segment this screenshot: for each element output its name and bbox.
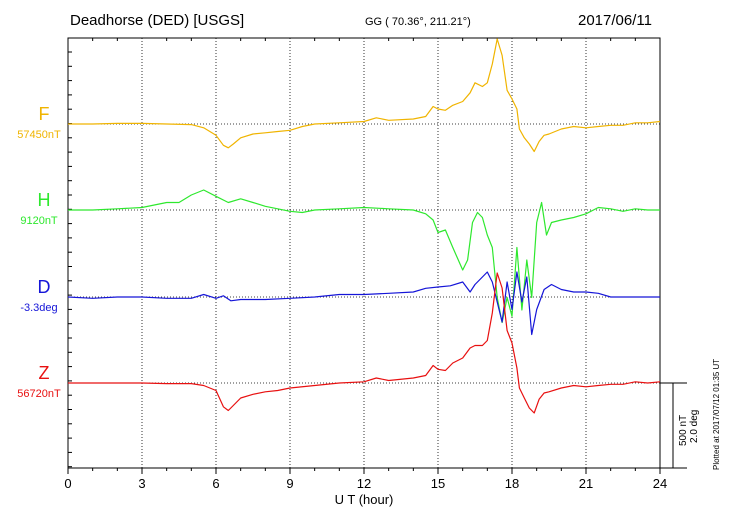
x-tick-label: 15 bbox=[431, 476, 445, 491]
x-tick-label: 9 bbox=[286, 476, 293, 491]
chart-date: 2017/06/11 bbox=[578, 12, 652, 29]
component-label-d: D bbox=[37, 277, 51, 297]
plot-frame bbox=[67, 37, 661, 469]
x-tick-label: 3 bbox=[138, 476, 145, 491]
x-tick-label: 18 bbox=[505, 476, 519, 491]
station-coordinates: GG ( 70.36°, 211.21°) bbox=[365, 16, 471, 28]
component-baseline-d: -3.3deg bbox=[20, 302, 58, 314]
x-tick-label: 12 bbox=[357, 476, 371, 491]
component-baseline-z: 56720nT bbox=[17, 388, 61, 400]
x-tick-label: 24 bbox=[653, 476, 667, 491]
series-line-d bbox=[67, 271, 660, 336]
x-tick-label: 21 bbox=[579, 476, 593, 491]
series-line-f bbox=[68, 38, 661, 153]
chart-title: Deadhorse (DED) [USGS] bbox=[70, 12, 245, 29]
x-axis-label: U T (hour) bbox=[335, 492, 394, 507]
plotted-timestamp: Plotted at 2017/07/12 01:35 UT bbox=[712, 358, 721, 470]
component-baseline-h: 9120nT bbox=[20, 215, 58, 227]
component-baseline-f: 57450nT bbox=[17, 129, 61, 141]
x-tick-label: 6 bbox=[212, 476, 219, 491]
component-label-f: F bbox=[38, 104, 50, 124]
component-label-h: H bbox=[37, 190, 51, 210]
series-line-z bbox=[68, 272, 661, 414]
series-line-h bbox=[68, 189, 660, 324]
component-label-z: Z bbox=[38, 363, 50, 383]
x-tick-label: 0 bbox=[64, 476, 71, 491]
scale-bar-nt-label: 500 nT bbox=[678, 414, 689, 446]
scale-bar-deg-label: 2.0 deg bbox=[689, 409, 700, 443]
